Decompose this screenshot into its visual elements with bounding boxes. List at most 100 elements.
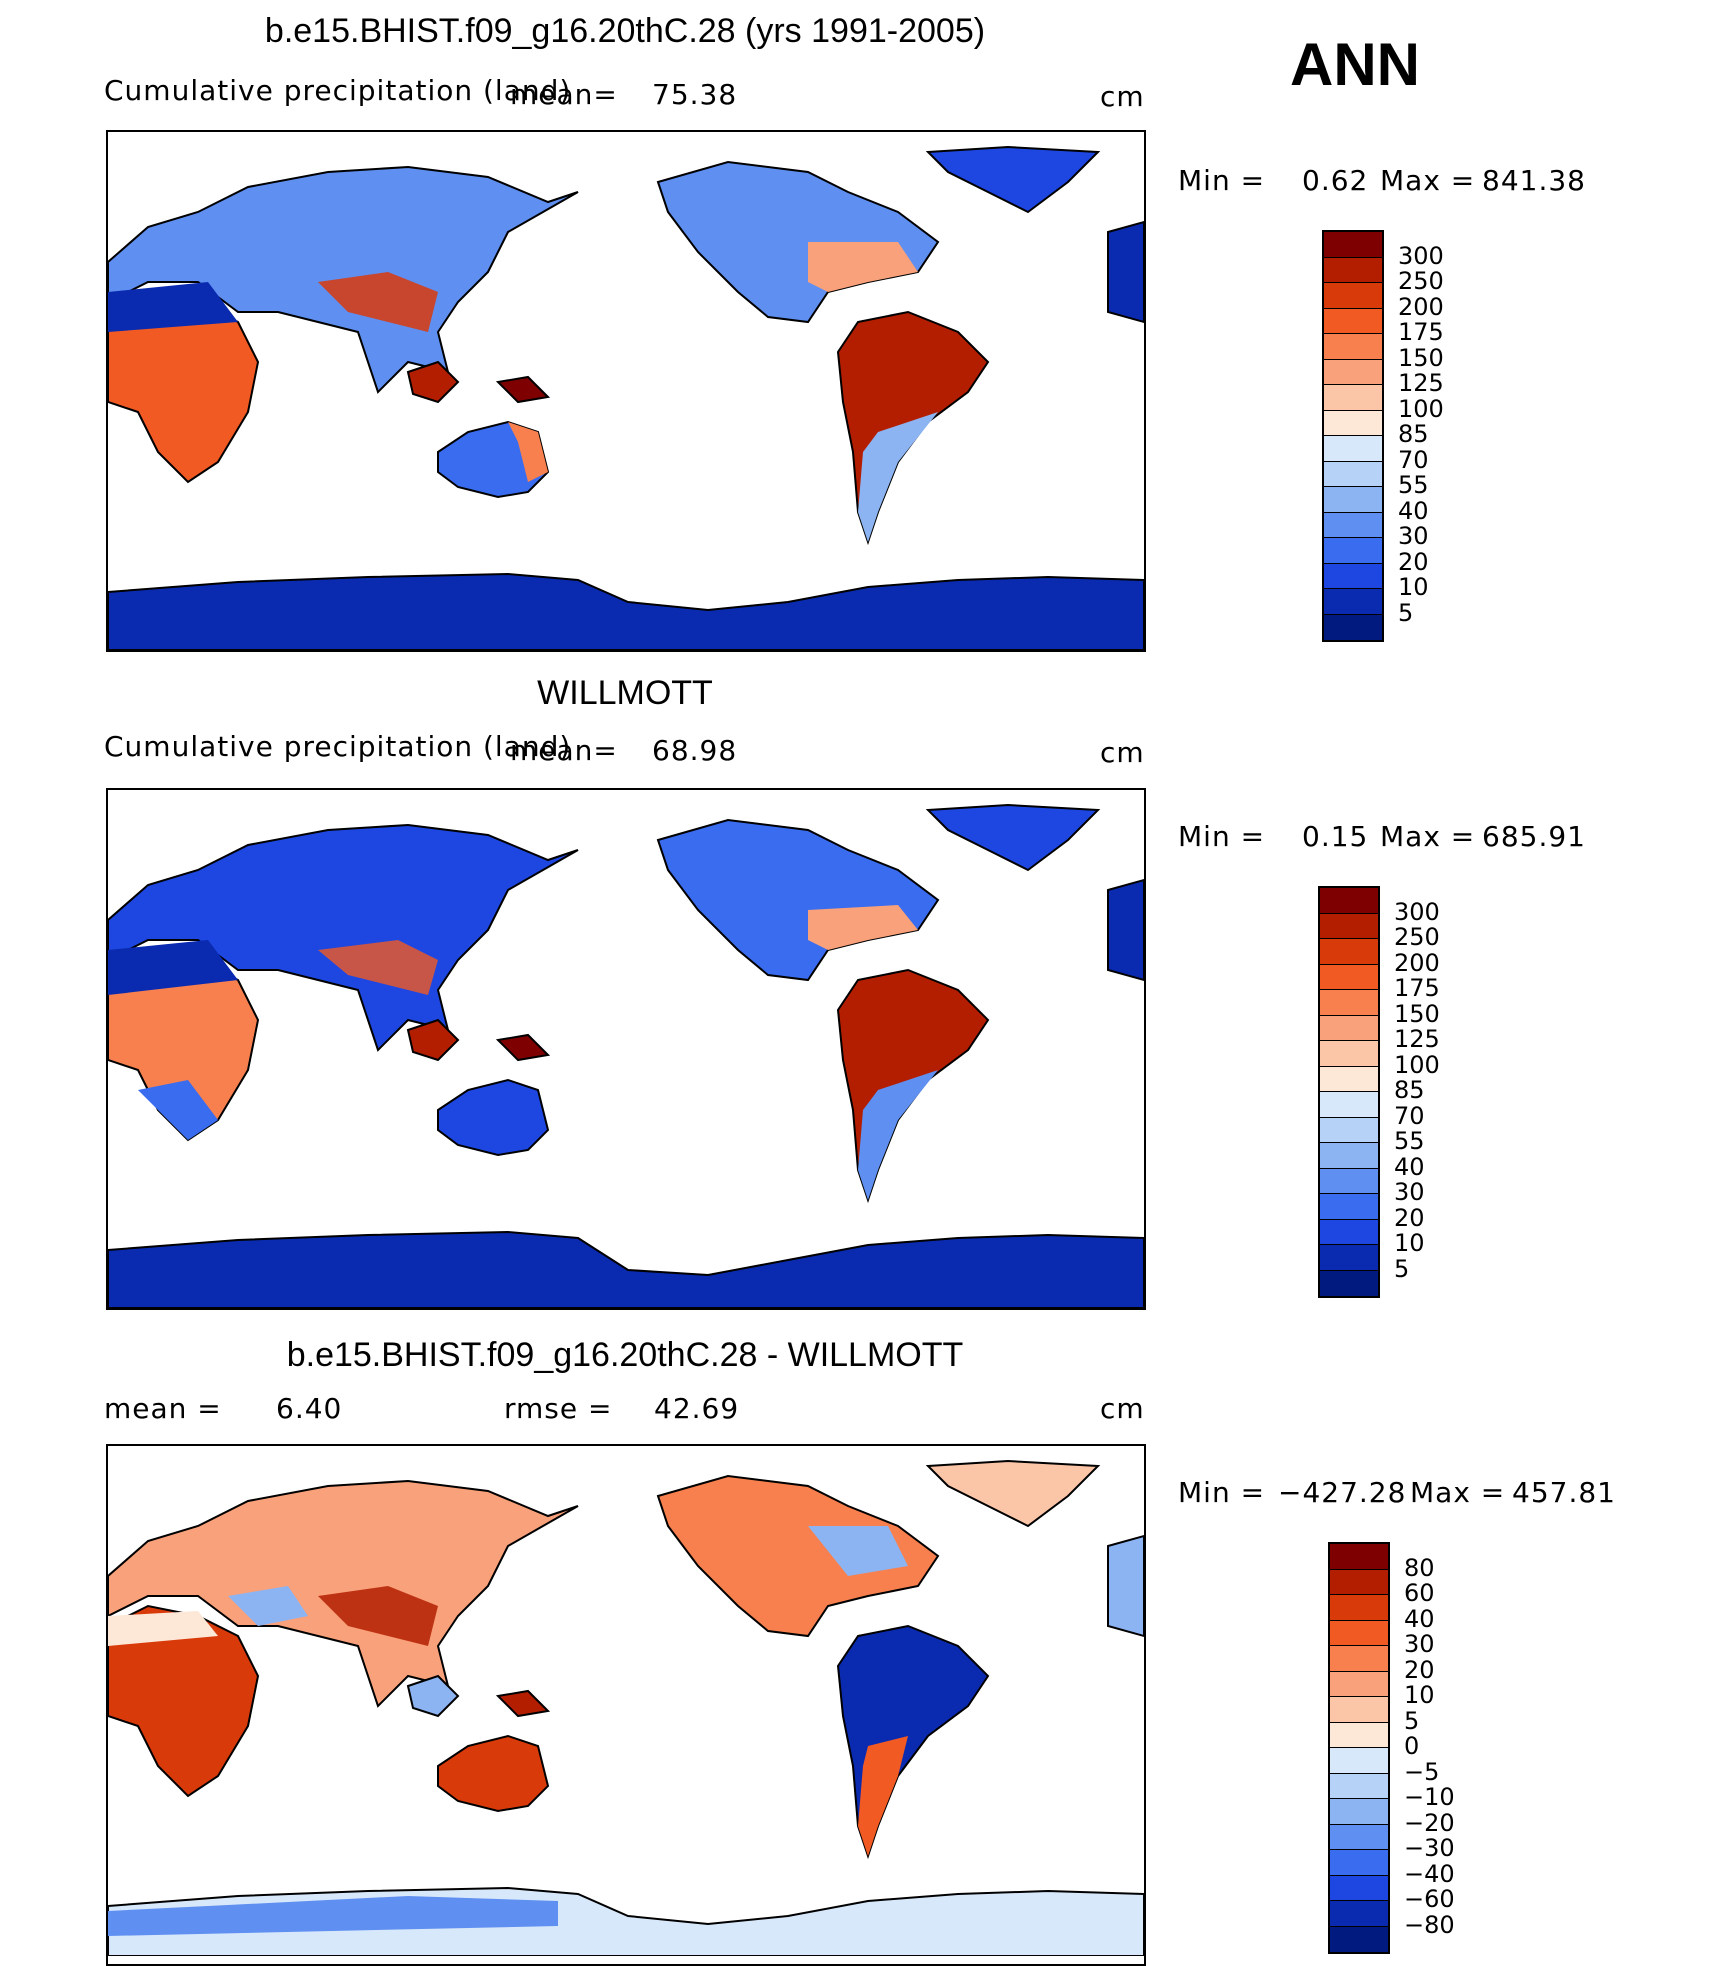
colorbar-tick-label: 200 <box>1398 292 1444 321</box>
colorbar-tick-label: 55 <box>1398 471 1429 499</box>
colorbar-segment <box>1320 888 1378 914</box>
max-value: 457.81 <box>1512 1476 1616 1509</box>
units-label: cm <box>1100 736 1145 769</box>
colorbar-segment <box>1330 1824 1388 1850</box>
colorbar-segment <box>1320 1015 1378 1041</box>
colorbar-tick-label: 20 <box>1404 1655 1435 1684</box>
colorbar-labels: 300 250 200 175 150 125 100 85 70 55 40 30 20 10 5 <box>1394 886 1474 1294</box>
colorbar-segment <box>1320 1168 1378 1194</box>
mean-value: 68.98 <box>652 734 738 767</box>
colorbar-segment <box>1330 1722 1388 1748</box>
rmse-value: 42.69 <box>654 1392 740 1425</box>
colorbar-tick-label: −30 <box>1404 1834 1455 1862</box>
world-map <box>108 1459 1144 1956</box>
season-label: ANN <box>1290 31 1420 98</box>
colorbar-segment <box>1330 1595 1388 1621</box>
max-label: Max = <box>1380 164 1476 197</box>
colorbar-segment <box>1324 563 1382 589</box>
colorbar-tick-label: 30 <box>1404 1630 1435 1658</box>
min-value: 0.62 <box>1302 164 1369 197</box>
colorbar-tick-label: 5 <box>1404 1706 1420 1735</box>
colorbar-segment <box>1324 257 1382 283</box>
field-label: Cumulative precipitation (land) <box>104 74 572 107</box>
colorbar-tick-label: 40 <box>1394 1152 1425 1181</box>
colorbar <box>1318 886 1380 1298</box>
colorbar-tick-label: 175 <box>1394 974 1440 1002</box>
colorbar-tick-label: 5 <box>1398 598 1414 627</box>
colorbar-segment <box>1330 1901 1388 1927</box>
colorbar-tick-label: 10 <box>1398 573 1429 601</box>
colorbar-tick-label: 60 <box>1404 1579 1435 1607</box>
mean-label: mean = <box>104 1392 222 1425</box>
colorbar-tick-label: 300 <box>1398 241 1444 270</box>
colorbar-tick-label: 150 <box>1394 999 1440 1028</box>
min-value: −427.28 <box>1278 1476 1407 1509</box>
field-label: Cumulative precipitation (land) <box>104 730 572 763</box>
mean-value: 6.40 <box>276 1392 343 1425</box>
colorbar-tick-label: −20 <box>1404 1808 1455 1837</box>
difference-map <box>106 1444 1146 1966</box>
colorbar-segment <box>1330 1926 1388 1952</box>
colorbar-tick-label: 200 <box>1394 948 1440 977</box>
colorbar-segment <box>1320 1270 1378 1296</box>
world-map <box>108 803 1144 1308</box>
colorbar-tick-label: 40 <box>1404 1604 1435 1633</box>
colorbar-segment <box>1320 1219 1378 1245</box>
colorbar-segment <box>1324 538 1382 564</box>
world-map <box>108 145 1144 650</box>
colorbar-segment <box>1330 1799 1388 1825</box>
colorbar-tick-label: 100 <box>1394 1050 1440 1079</box>
min-label: Min = <box>1178 1476 1266 1509</box>
colorbar-segment <box>1324 436 1382 462</box>
colorbar-tick-label: 5 <box>1394 1254 1410 1283</box>
colorbar-segment <box>1330 1850 1388 1876</box>
units-label: cm <box>1100 1392 1145 1425</box>
colorbar-tick-label: 80 <box>1404 1553 1435 1582</box>
colorbar-tick-label: −10 <box>1404 1783 1455 1811</box>
colorbar-tick-label: 20 <box>1398 547 1429 576</box>
colorbar-segment <box>1324 461 1382 487</box>
colorbar-segment <box>1324 385 1382 411</box>
colorbar-segment <box>1330 1697 1388 1723</box>
rmse-label: rmse = <box>504 1392 613 1425</box>
colorbar-segment <box>1324 334 1382 360</box>
min-label: Min = <box>1178 820 1266 853</box>
colorbar-tick-label: 40 <box>1398 496 1429 525</box>
colorbar-tick-label: 10 <box>1394 1229 1425 1257</box>
colorbar-segment <box>1320 1143 1378 1169</box>
precip-map <box>106 130 1146 652</box>
colorbar-segment <box>1324 410 1382 436</box>
colorbar-segment <box>1324 308 1382 334</box>
colorbar-tick-label: 10 <box>1404 1681 1435 1709</box>
colorbar-segment <box>1330 1773 1388 1799</box>
colorbar-tick-label: −60 <box>1404 1885 1455 1913</box>
colorbar-segment <box>1320 1092 1378 1118</box>
colorbar-segment <box>1324 487 1382 513</box>
colorbar-segment <box>1330 1748 1388 1774</box>
colorbar-segment <box>1324 512 1382 538</box>
colorbar-segment <box>1320 990 1378 1016</box>
colorbar-segment <box>1324 359 1382 385</box>
colorbar-segment <box>1320 1194 1378 1220</box>
panel-title: WILLMOTT <box>537 674 713 712</box>
max-label: Max = <box>1380 820 1476 853</box>
colorbar-tick-label: −5 <box>1404 1757 1440 1786</box>
colorbar-segment <box>1320 939 1378 965</box>
mean-value: 75.38 <box>652 78 738 111</box>
colorbar-segment <box>1330 1569 1388 1595</box>
colorbar-tick-label: 85 <box>1394 1076 1425 1104</box>
colorbar-tick-label: 175 <box>1398 318 1444 346</box>
colorbar-tick-label: 150 <box>1398 343 1444 372</box>
units-label: cm <box>1100 80 1145 113</box>
colorbar-segment <box>1324 614 1382 640</box>
colorbar-tick-label: 70 <box>1398 445 1429 474</box>
colorbar-segment <box>1320 1066 1378 1092</box>
colorbar-tick-label: −40 <box>1404 1859 1455 1888</box>
mean-label: mean= <box>510 78 618 111</box>
mean-label: mean= <box>510 734 618 767</box>
colorbar-tick-label: 250 <box>1394 923 1440 951</box>
colorbar <box>1322 230 1384 642</box>
panel-title: b.e15.BHIST.f09_g16.20thC.28 (yrs 1991-2… <box>264 12 986 50</box>
colorbar <box>1328 1542 1390 1954</box>
colorbar-segment <box>1320 1245 1378 1271</box>
